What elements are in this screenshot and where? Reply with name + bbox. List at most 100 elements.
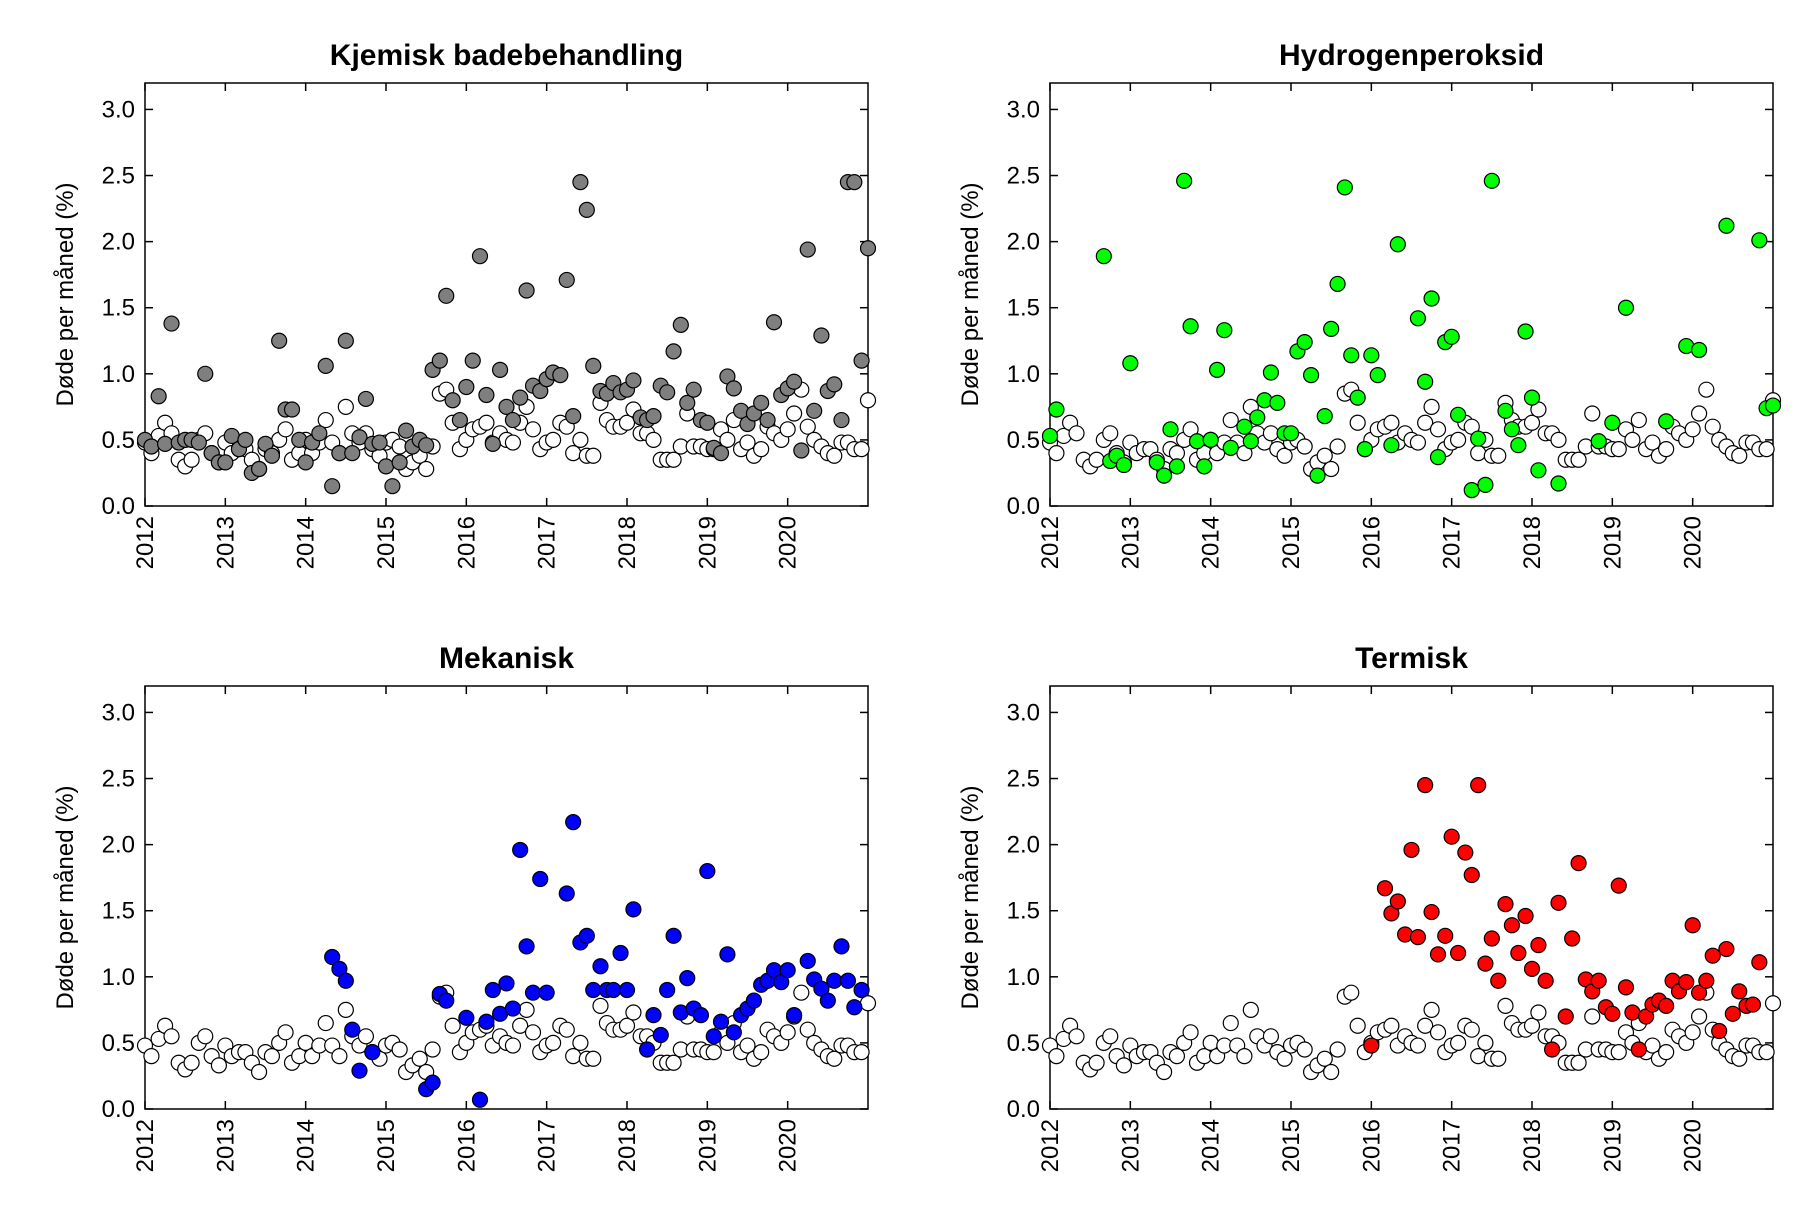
data-point [1744,996,1762,1013]
x-tick-label: 2017 [534,516,561,569]
background-point [1102,425,1119,442]
data-point [250,460,268,478]
background-point [799,1021,816,1038]
data-point [351,1062,368,1079]
x-tick-label: 2012 [132,1119,159,1172]
x-tick-label: 2012 [1037,516,1064,569]
data-point [1423,290,1440,307]
background-point [418,460,435,478]
data-point [1115,456,1133,474]
data-point [351,429,368,446]
background-point [565,1048,582,1065]
background-point [585,1050,602,1067]
x-tick-label: 2016 [453,1119,480,1172]
panel-3: Mekanisk 0.0 0.5 1.0 1.5 2.0 2.5 3.0 2012 2013 201… [52,642,877,1172]
axes-box [144,685,869,1110]
data-point [1236,418,1253,435]
data-point [578,927,595,944]
data-point [1658,997,1675,1014]
data-point [799,952,816,970]
background-point [1630,411,1647,429]
background-point [197,1028,214,1045]
data-point [1630,1041,1647,1058]
background-point [1423,398,1440,415]
background-point [1102,1028,1119,1045]
data-point [1168,458,1186,475]
x-tick-label: 2013 [212,1119,239,1172]
y-tick-label: 0.5 [102,1030,135,1057]
background-point [753,1044,770,1061]
background-point [826,1050,843,1067]
background-point [444,1017,461,1034]
data-point [779,962,796,979]
data-point [1698,972,1715,989]
data-point [1497,896,1514,913]
background-point [1470,1048,1487,1065]
data-point [384,478,401,495]
background-point [331,1048,348,1065]
background-point [163,1028,180,1045]
background-point [317,1014,334,1032]
data-point [1604,1005,1621,1022]
x-tick-label: 2020 [775,1119,802,1172]
data-point [1148,454,1165,471]
background-point [1417,414,1434,431]
data-point [725,1024,742,1041]
data-point [1188,433,1206,450]
background-point [1684,421,1701,438]
background-point [1329,438,1346,455]
data-point [672,316,689,334]
data-point [558,271,575,289]
x-tick-label: 2013 [1117,1119,1144,1172]
data-point [659,384,676,401]
data-point [692,1007,710,1024]
data-point [283,401,301,418]
data-point [1711,1022,1728,1040]
background-point [1429,421,1447,438]
background-point [317,411,334,429]
data-point [263,447,281,464]
background-point [572,431,589,449]
background-point [753,441,770,458]
data-point [712,1013,730,1030]
data-point [1122,355,1139,372]
data-point [1262,364,1280,381]
data-point [491,361,509,378]
background-point [1449,431,1467,449]
data-point [1704,947,1721,964]
data-point [1751,954,1768,971]
data-point [1570,855,1587,872]
data-point [1302,367,1320,384]
data-point [484,981,501,999]
data-point [1155,467,1173,484]
data-point [1764,397,1782,414]
x-tick-label: 2016 [1358,1119,1385,1172]
background-point [1658,1044,1675,1061]
x-tick-label: 2017 [534,1119,561,1172]
y-axis-label: Døde per måned (%) [52,785,79,1009]
x-tick-label: 2013 [212,516,239,569]
x-tick-label: 2019 [694,1119,721,1172]
x-tick-label: 2020 [1680,516,1707,569]
data-point [478,386,495,404]
data-point [652,1026,669,1044]
data-point [1731,983,1748,1000]
data-point [1477,955,1494,972]
data-point [458,1009,475,1026]
data-point [839,972,857,989]
background-point [357,1028,375,1045]
data-point [846,174,863,191]
background-point [1088,451,1105,468]
background-point [1048,1048,1065,1065]
background-point [250,1063,268,1081]
y-tick-label: 0.0 [1007,1096,1040,1123]
data-point [645,408,662,425]
data-point [1409,310,1427,327]
y-tick-label: 3.0 [1007,699,1040,726]
background-point [391,1041,408,1058]
data-point [826,376,843,393]
data-point [1443,828,1460,845]
data-point [1242,433,1259,450]
data-point [197,365,214,382]
